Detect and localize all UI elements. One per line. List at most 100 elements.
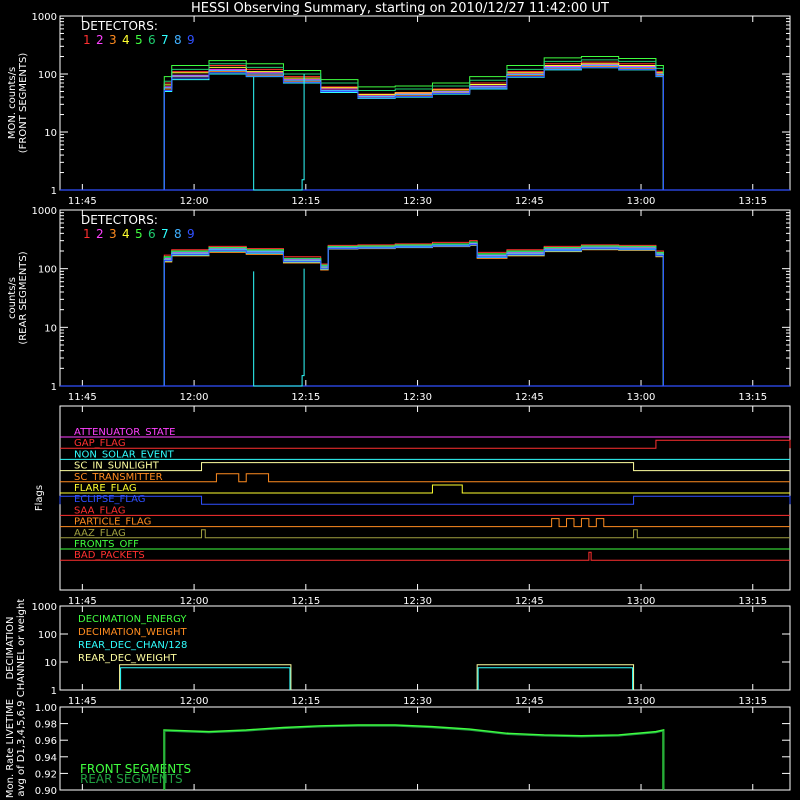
y-tick-label: 0.92 xyxy=(35,769,57,780)
detector-label: 3 xyxy=(109,33,117,47)
livetime-series-line xyxy=(163,725,664,790)
detectors-title: DETECTORS: xyxy=(81,213,158,227)
rear-panel-ylabel: (REAR SEGMENTS) xyxy=(18,251,29,344)
y-tick-label: 1.00 xyxy=(35,703,57,714)
front-panel-series-line xyxy=(163,66,664,190)
flag-label: PARTICLE_FLAG xyxy=(74,517,151,528)
flag-label: FLARE_FLAG xyxy=(74,483,137,494)
detector-label: 9 xyxy=(187,33,195,47)
y-tick-label: 0.90 xyxy=(35,786,57,797)
y-tick-label: 10 xyxy=(44,658,57,669)
rear-panel-series-line xyxy=(163,241,664,386)
y-tick-label: 1 xyxy=(51,686,57,697)
x-tick-label: 12:15 xyxy=(291,392,320,403)
flag-label: NON_SOLAR_EVENT xyxy=(74,449,175,460)
y-tick-label: 100 xyxy=(38,265,57,276)
rear-panel-series-line xyxy=(163,241,664,386)
x-tick-label: 12:15 xyxy=(291,196,320,207)
x-tick-label: 12:15 xyxy=(291,596,320,607)
x-tick-label: 12:00 xyxy=(180,196,209,207)
flag-label: ATTENUATOR_STATE xyxy=(74,427,175,438)
x-tick-label: 13:00 xyxy=(627,392,656,403)
detector-label: 3 xyxy=(109,227,117,241)
flag-line xyxy=(60,529,790,539)
x-tick-label: 12:45 xyxy=(515,392,544,403)
flag-label: SAA_FLAG xyxy=(74,505,125,516)
decimation-ylabel: CHANNEL or weight xyxy=(16,599,27,698)
rear-panel-ylabel: counts/s xyxy=(7,277,18,319)
front-panel-dropout-line xyxy=(253,74,305,191)
x-tick-label: 13:15 xyxy=(738,696,767,707)
decimation-step xyxy=(119,664,292,690)
decimation-legend-entry: REAR_DEC_CHAN/128 xyxy=(78,640,187,651)
x-tick-label: 13:15 xyxy=(738,196,767,207)
flag-line xyxy=(59,495,791,505)
x-tick-label: 12:45 xyxy=(515,596,544,607)
y-tick-label: 1000 xyxy=(32,206,57,217)
flag-line xyxy=(60,551,790,561)
x-tick-label: 12:15 xyxy=(291,696,320,707)
rear-panel-frame xyxy=(59,209,791,387)
front-panel-series-line xyxy=(163,59,664,190)
decimation-step xyxy=(476,664,635,690)
flag-line xyxy=(60,462,790,472)
x-tick-label: 11:45 xyxy=(68,696,97,707)
x-tick-label: 13:15 xyxy=(738,596,767,607)
rear-panel-series-line xyxy=(163,244,664,386)
x-tick-label: 12:00 xyxy=(180,696,209,707)
livetime-series-line xyxy=(163,724,665,790)
livetime-ylabel: Mon. Rate LIVETIME xyxy=(5,699,16,798)
y-tick-label: 100 xyxy=(38,630,57,641)
front-panel-series-line xyxy=(163,65,664,190)
x-tick-label: 11:45 xyxy=(68,596,97,607)
y-tick-label: 1000 xyxy=(32,12,57,23)
x-tick-label: 12:30 xyxy=(403,696,432,707)
x-tick-label: 13:00 xyxy=(627,696,656,707)
detector-label: 2 xyxy=(96,227,104,241)
flag-label: AAZ_FLAG xyxy=(74,528,126,539)
detector-label: 7 xyxy=(161,227,169,241)
livetime-legend-entry: FRONT SEGMENTS xyxy=(80,762,191,776)
y-tick-label: 0.94 xyxy=(35,753,57,764)
flag-line xyxy=(60,473,790,483)
y-tick-label: 100 xyxy=(38,70,57,81)
rear-panel-series-line xyxy=(163,244,664,386)
decimation-legend-entry: REAR_DEC_WEIGHT xyxy=(78,653,177,664)
y-tick-label: 10 xyxy=(44,128,57,139)
detector-label: 6 xyxy=(148,33,156,47)
y-tick-label: 0.96 xyxy=(35,736,57,747)
front-panel-series-line xyxy=(163,61,664,190)
x-tick-label: 12:30 xyxy=(403,196,432,207)
front-panel-series-line xyxy=(163,65,664,190)
detector-label: 5 xyxy=(135,33,143,47)
detector-label: 4 xyxy=(122,33,130,47)
detector-label: 4 xyxy=(122,227,130,241)
rear-panel-series-line xyxy=(163,243,664,386)
decimation-legend-entry: DECIMATION_ENERGY xyxy=(78,614,187,625)
front-panel-ylabel: (FRONT SEGMENTS) xyxy=(18,53,29,154)
decimation-frame xyxy=(59,605,791,691)
detector-label: 1 xyxy=(83,227,91,241)
flags-ylabel: Flags xyxy=(34,485,45,511)
x-tick-label: 13:00 xyxy=(627,196,656,207)
flag-label: ECLIPSE_FLAG xyxy=(74,494,145,505)
front-panel-frame xyxy=(59,15,791,191)
front-panel-series-line xyxy=(163,56,664,190)
decimation-step xyxy=(477,667,634,690)
detectors-title: DETECTORS: xyxy=(81,19,158,33)
x-tick-label: 11:45 xyxy=(68,196,97,207)
x-tick-label: 12:45 xyxy=(515,196,544,207)
y-tick-label: 1000 xyxy=(32,602,57,613)
x-tick-label: 12:30 xyxy=(403,596,432,607)
detector-label: 7 xyxy=(161,33,169,47)
y-tick-label: 10 xyxy=(44,323,57,334)
detector-label: 1 xyxy=(83,33,91,47)
x-tick-label: 12:00 xyxy=(180,596,209,607)
flag-line xyxy=(60,484,790,494)
rear-panel-series-line xyxy=(163,243,664,386)
detector-label: 5 xyxy=(135,227,143,241)
flag-line xyxy=(60,439,791,449)
decimation-ylabel: DECIMATION xyxy=(5,616,16,679)
